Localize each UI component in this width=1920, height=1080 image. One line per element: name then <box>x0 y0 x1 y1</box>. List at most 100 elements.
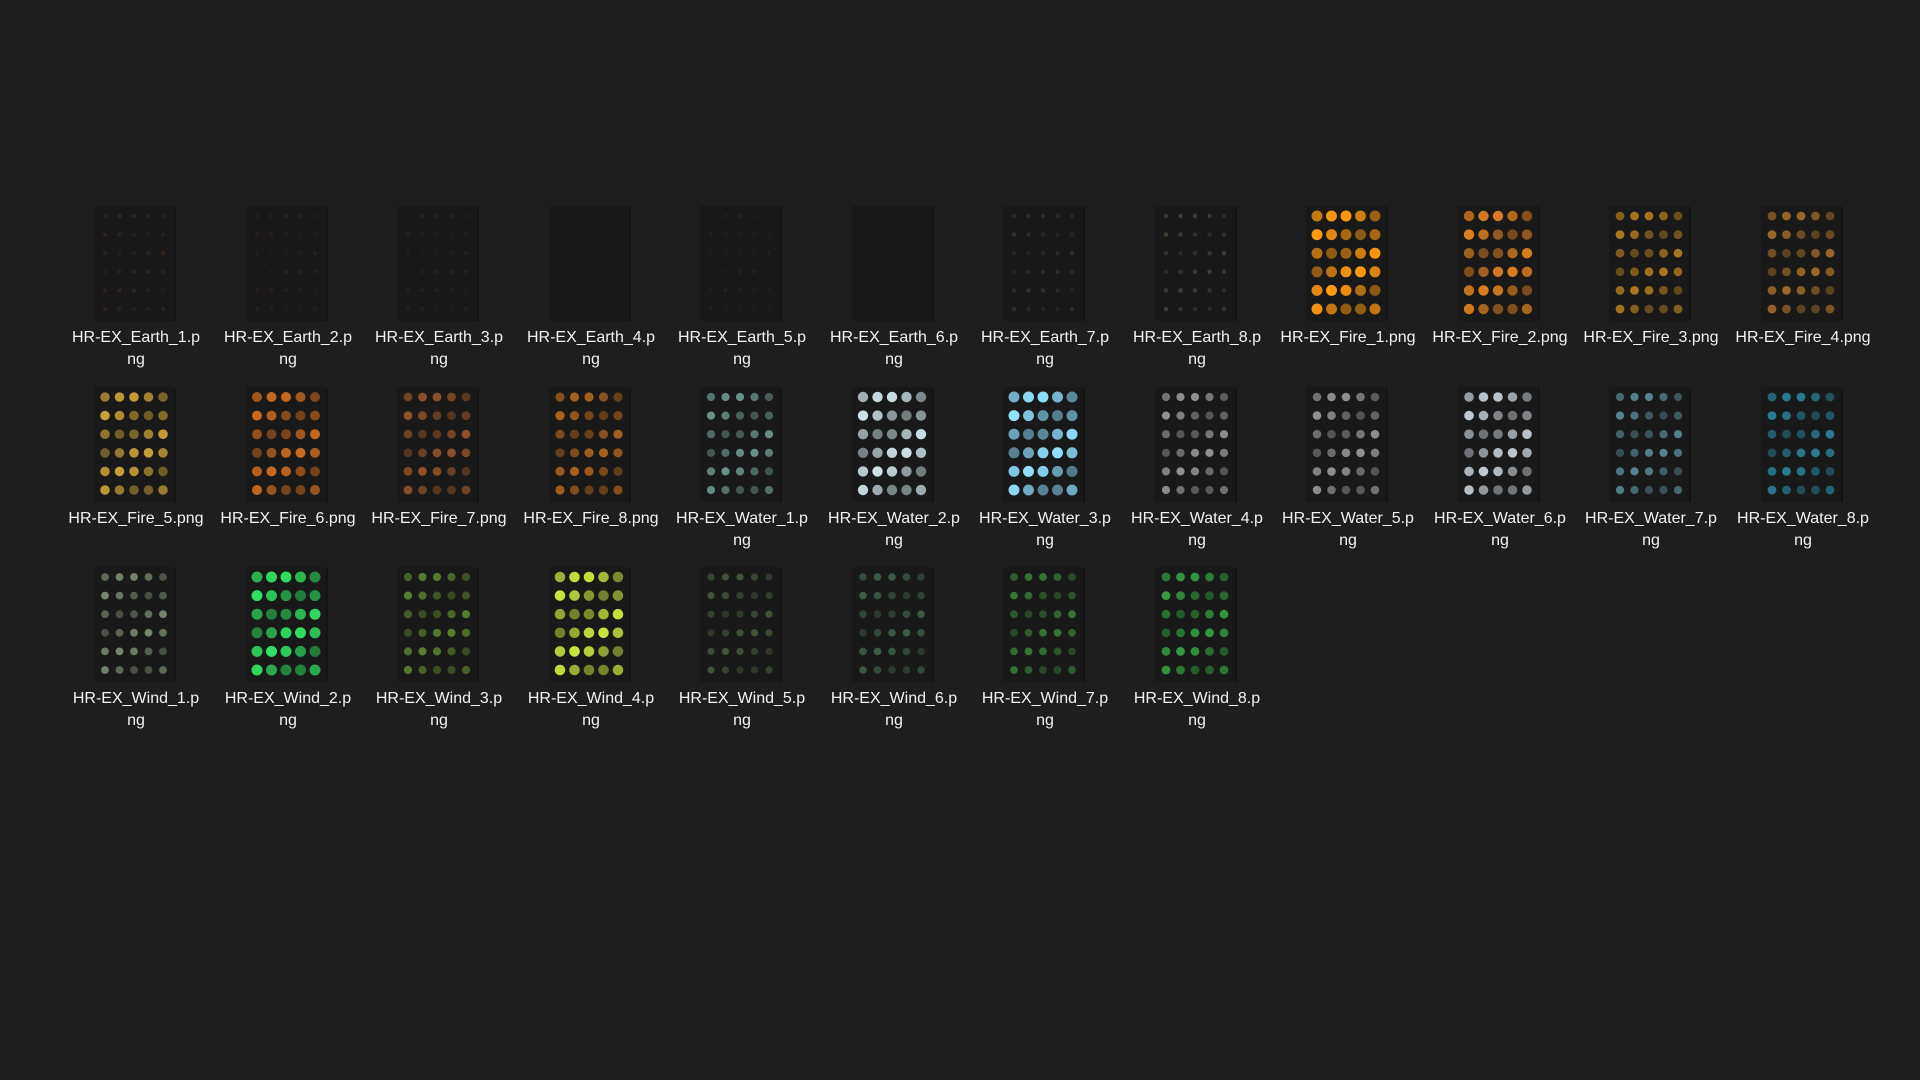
sprite-frame <box>598 429 609 439</box>
sprite-frame <box>143 466 154 477</box>
file-item[interactable]: HR-EX_Wind_7.p ng <box>970 566 1120 746</box>
sprite-frame <box>266 664 277 676</box>
file-item[interactable]: HR-EX_Fire_1.png <box>1273 205 1423 385</box>
file-item[interactable]: HR-EX_Fire_4.png <box>1728 205 1878 385</box>
thumbnail-page <box>1609 206 1689 321</box>
thumbnail-page <box>852 387 932 502</box>
file-item[interactable]: HR-EX_Wind_1.p ng <box>61 566 211 746</box>
sprite-frame <box>252 466 262 477</box>
file-item[interactable]: HR-EX_Water_5.p ng <box>1273 386 1423 566</box>
file-item[interactable]: HR-EX_Fire_8.png <box>516 386 666 566</box>
file-item[interactable]: HR-EX_Fire_5.png <box>61 386 211 566</box>
sprite-frame <box>1327 467 1336 476</box>
file-item[interactable]: HR-EX_Water_7.p ng <box>1576 386 1726 566</box>
sprite-frame <box>449 251 454 256</box>
sprite-frame <box>405 306 411 312</box>
sprite-sheet-preview <box>94 567 176 682</box>
sprite-frame <box>612 590 624 601</box>
file-item[interactable]: HR-EX_Wind_3.p ng <box>364 566 514 746</box>
sprite-frame <box>1068 610 1076 619</box>
file-item[interactable]: HR-EX_Water_1.p ng <box>667 386 817 566</box>
sprite-frame <box>1221 213 1227 219</box>
sprite-frame <box>1190 572 1200 582</box>
file-thumbnail <box>213 205 363 322</box>
file-item[interactable]: HR-EX_Water_3.p ng <box>970 386 1120 566</box>
sprite-frame <box>295 392 306 402</box>
sprite-frame <box>1010 591 1018 600</box>
sprite-frame <box>1207 288 1212 293</box>
sprite-frame <box>1055 213 1060 219</box>
file-item[interactable]: HR-EX_Earth_1.p ng <box>61 205 211 385</box>
file-item[interactable]: HR-EX_Earth_6.p ng <box>819 205 969 385</box>
sprite-frame <box>1176 647 1185 656</box>
file-item[interactable]: HR-EX_Fire_2.png <box>1425 205 1575 385</box>
thumbnail-page <box>549 206 629 321</box>
sprite-frame <box>1673 248 1683 258</box>
thumbnail-page <box>1306 387 1386 502</box>
file-thumbnail <box>1273 386 1423 503</box>
sprite-frame <box>569 664 580 676</box>
file-item[interactable]: HR-EX_Earth_5.p ng <box>667 205 817 385</box>
file-item[interactable]: HR-EX_Wind_5.p ng <box>667 566 817 746</box>
file-name-label: HR-EX_Fire_4.png <box>1735 329 1871 346</box>
file-item[interactable]: HR-EX_Earth_2.p ng <box>213 205 363 385</box>
file-item[interactable]: HR-EX_Water_8.p ng <box>1728 386 1878 566</box>
sprite-frame <box>1192 251 1198 256</box>
file-thumbnail <box>1728 205 1878 322</box>
sprite-frame <box>117 306 122 312</box>
sprite-frame <box>160 232 166 237</box>
sprite-frame <box>266 485 277 495</box>
file-item[interactable]: HR-EX_Wind_2.p ng <box>213 566 363 746</box>
sprite-frame <box>102 288 108 293</box>
sprite-frame <box>1659 267 1668 277</box>
sprite-frame <box>859 647 867 656</box>
sprite-frame <box>1326 247 1337 259</box>
sprite-frame <box>1039 573 1047 581</box>
sprite-frame <box>1521 229 1533 240</box>
sprite-frame <box>583 627 595 639</box>
sprite-frame <box>1507 210 1518 222</box>
sprite-frame <box>1782 448 1791 458</box>
sprite-frame <box>100 466 110 477</box>
file-item[interactable]: HR-EX_Earth_8.p ng <box>1122 205 1272 385</box>
sprite-frame <box>1311 303 1323 315</box>
file-item[interactable]: HR-EX_Fire_7.png <box>364 386 514 566</box>
sprite-frame <box>115 647 124 656</box>
file-item[interactable]: HR-EX_Water_2.p ng <box>819 386 969 566</box>
file-item[interactable]: HR-EX_Wind_4.p ng <box>516 566 666 746</box>
sprite-frame <box>857 391 869 403</box>
file-item[interactable]: HR-EX_Wind_6.p ng <box>819 566 969 746</box>
file-item[interactable]: HR-EX_Fire_6.png <box>213 386 363 566</box>
sprite-frame <box>418 429 427 439</box>
sprite-frame <box>1327 485 1336 495</box>
sprite-frame <box>449 213 454 219</box>
sprite-frame <box>1464 485 1474 495</box>
sprite-frame <box>1615 286 1625 295</box>
sprite-frame <box>310 392 320 402</box>
sprite-frame <box>1644 286 1654 295</box>
file-item[interactable]: HR-EX_Wind_8.p ng <box>1122 566 1272 746</box>
sprite-frame <box>418 392 427 402</box>
sprite-frame <box>129 429 139 439</box>
file-item[interactable]: HR-EX_Water_4.p ng <box>1122 386 1272 566</box>
sprite-frame <box>612 608 624 620</box>
file-item[interactable]: HR-EX_Fire_3.png <box>1576 205 1726 385</box>
sprite-frame <box>1493 429 1503 439</box>
sprite-frame <box>432 665 442 675</box>
sprite-frame <box>131 232 137 237</box>
file-item[interactable]: HR-EX_Earth_7.p ng <box>970 205 1120 385</box>
sprite-frame <box>100 429 110 439</box>
sprite-frame <box>1673 230 1683 239</box>
sprite-frame <box>1192 288 1198 293</box>
sprite-frame <box>917 591 925 600</box>
sprite-frame <box>418 467 427 476</box>
file-item[interactable]: HR-EX_Water_6.p ng <box>1425 386 1575 566</box>
sprite-frame <box>295 429 306 440</box>
sprite-frame <box>1370 485 1380 495</box>
sprite-frame <box>1069 251 1075 256</box>
file-item[interactable]: HR-EX_Earth_3.p ng <box>364 205 514 385</box>
sprite-frame <box>251 664 263 676</box>
sprite-frame <box>1825 304 1835 314</box>
file-item[interactable]: HR-EX_Earth_4.p ng <box>516 205 666 385</box>
file-thumbnail <box>667 386 817 503</box>
